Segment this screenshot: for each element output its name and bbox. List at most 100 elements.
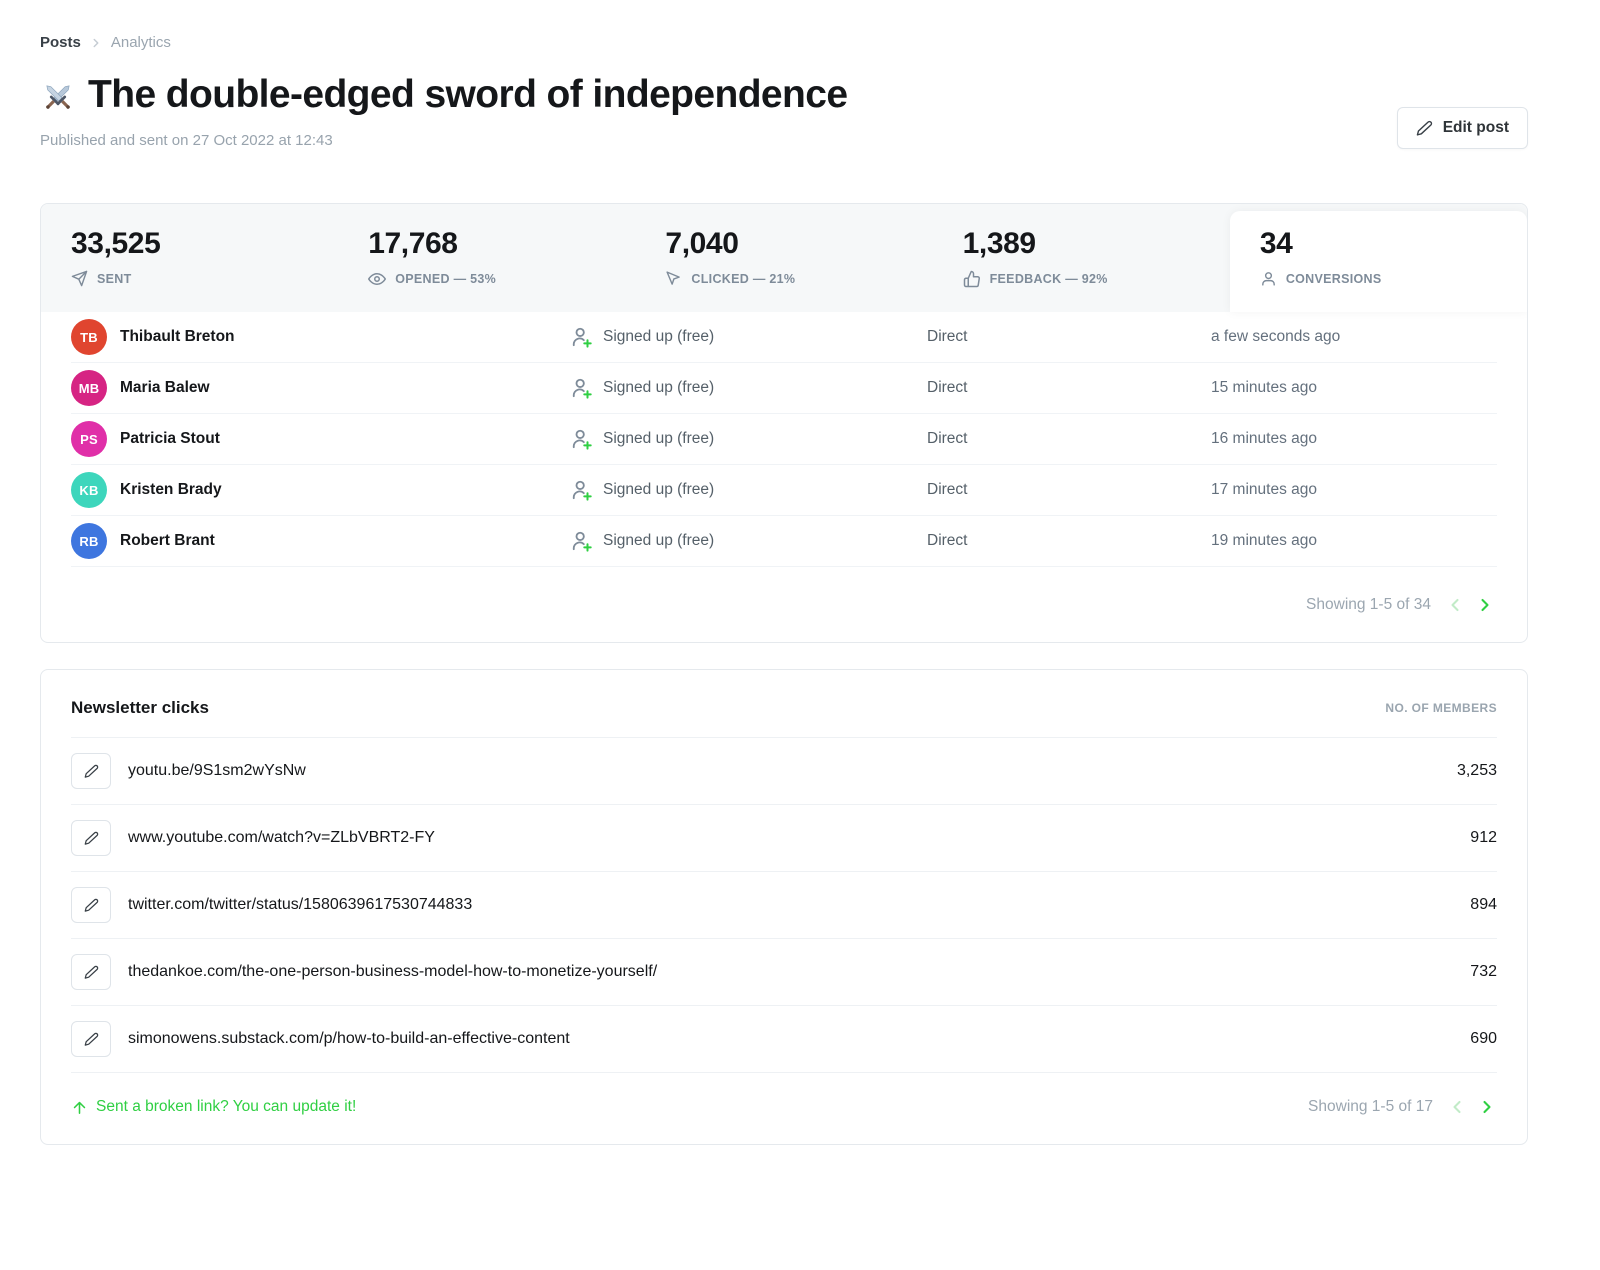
tab-feedback[interactable]: 1,389 FEEDBACK — 92%: [933, 204, 1230, 312]
newsletter-clicks-card: Newsletter clicks NO. OF MEMBERS youtu.b…: [40, 669, 1528, 1145]
member-count: 732: [1470, 963, 1497, 980]
edit-link-button[interactable]: [71, 954, 111, 990]
opened-count: 17,768: [368, 227, 458, 260]
edit-link-button[interactable]: [71, 1021, 111, 1057]
edit-post-button[interactable]: Edit post: [1396, 107, 1528, 149]
event-label: Signed up (free): [603, 481, 715, 498]
member-name: Thibault Breton: [120, 328, 235, 345]
tab-clicked[interactable]: 7,040 CLICKED — 21%: [635, 204, 932, 312]
user-plus-icon: [571, 428, 593, 450]
member-count: 912: [1470, 829, 1497, 846]
conversions-count: 34: [1259, 227, 1293, 260]
pencil-icon: [84, 965, 99, 980]
member-name: Maria Balew: [120, 379, 210, 396]
showing-label: Showing 1-5 of 17: [1308, 1098, 1433, 1115]
edit-link-button[interactable]: [71, 887, 111, 923]
user-plus-icon: [571, 479, 593, 501]
list-item: youtu.be/9S1sm2wYsNw 3,253: [71, 738, 1497, 805]
arrow-up-icon: [71, 1099, 88, 1116]
link-url[interactable]: thedankoe.com/the-one-person-business-mo…: [128, 963, 658, 980]
post-meta: Published and sent on 27 Oct 2022 at 12:…: [40, 132, 333, 149]
cursor-icon: [665, 270, 682, 287]
event-label: Signed up (free): [603, 430, 715, 447]
member-count: 894: [1470, 896, 1497, 913]
time-label: 19 minutes ago: [1211, 532, 1317, 549]
table-row[interactable]: RB Robert Brant Signed up (free) Direct …: [71, 516, 1497, 567]
event-label: Signed up (free): [603, 532, 715, 549]
list-item: twitter.com/twitter/status/1580639617530…: [71, 872, 1497, 939]
breadcrumb: Posts Analytics: [40, 34, 1528, 51]
chevron-right-icon[interactable]: [1477, 1097, 1497, 1117]
clicked-count: 7,040: [665, 227, 739, 260]
sent-label: SENT: [97, 271, 132, 286]
member-name: Patricia Stout: [120, 430, 220, 447]
pencil-icon: [84, 898, 99, 913]
user-plus-icon: [571, 377, 593, 399]
clicks-pagination: Showing 1-5 of 17: [1308, 1097, 1497, 1117]
sent-count: 33,525: [71, 227, 161, 260]
clicked-label: CLICKED — 21%: [691, 271, 796, 286]
conversions-label: CONVERSIONS: [1285, 271, 1382, 286]
tab-sent[interactable]: 33,525 SENT: [41, 204, 338, 312]
breadcrumb-posts[interactable]: Posts: [40, 34, 81, 51]
source-label: Direct: [927, 328, 968, 345]
page-title-text: The double-edged sword of independence: [88, 73, 848, 116]
time-label: 17 minutes ago: [1211, 481, 1317, 498]
time-label: 15 minutes ago: [1211, 379, 1317, 396]
conversions-pagination: Showing 1-5 of 34: [71, 567, 1497, 642]
chevron-right-icon[interactable]: [1475, 595, 1495, 615]
tab-opened[interactable]: 17,768 OPENED — 53%: [338, 204, 635, 312]
time-label: a few seconds ago: [1211, 328, 1341, 345]
table-row[interactable]: PS Patricia Stout Signed up (free) Direc…: [71, 414, 1497, 465]
avatar: KB: [71, 472, 107, 508]
time-label: 16 minutes ago: [1211, 430, 1317, 447]
link-url[interactable]: twitter.com/twitter/status/1580639617530…: [128, 896, 473, 913]
pencil-icon: [84, 764, 99, 779]
edit-link-button[interactable]: [71, 820, 111, 856]
feedback-label: FEEDBACK — 92%: [989, 272, 1108, 286]
chevron-right-icon: [89, 36, 103, 50]
event-label: Signed up (free): [603, 328, 715, 345]
edit-link-button[interactable]: [71, 753, 111, 789]
pencil-icon: [84, 1032, 99, 1047]
eye-icon: [368, 270, 386, 288]
tab-conversions[interactable]: 34 CONVERSIONS: [1229, 211, 1527, 312]
avatar: PS: [71, 421, 107, 457]
link-url[interactable]: youtu.be/9S1sm2wYsNw: [128, 762, 306, 779]
pencil-icon: [1416, 120, 1433, 137]
table-row[interactable]: MB Maria Balew Signed up (free) Direct 1…: [71, 363, 1497, 414]
opened-label: OPENED — 53%: [395, 272, 497, 286]
avatar: TB: [71, 319, 107, 355]
breadcrumb-analytics[interactable]: Analytics: [110, 34, 171, 51]
link-url[interactable]: simonowens.substack.com/p/how-to-build-a…: [128, 1030, 570, 1047]
pencil-icon: [84, 831, 99, 846]
newsletter-clicks-title: Newsletter clicks: [71, 698, 209, 717]
member-count: 3,253: [1456, 762, 1497, 779]
page-title: The double-edged sword of independence: [40, 73, 848, 117]
table-row[interactable]: KB Kristen Brady Signed up (free) Direct…: [71, 465, 1497, 516]
member-name: Kristen Brady: [120, 481, 222, 498]
chevron-left-icon[interactable]: [1445, 595, 1465, 615]
crossed-swords-emoji: [40, 79, 76, 115]
user-plus-icon: [571, 530, 593, 552]
avatar: RB: [71, 523, 107, 559]
members-column-header: NO. OF MEMBERS: [1385, 701, 1497, 715]
person-icon: [1260, 270, 1277, 287]
send-icon: [71, 270, 88, 287]
stats-tab-bar: 33,525 SENT 17,768 OPENED — 53% 7,040 CL…: [41, 204, 1527, 312]
list-item: www.youtube.com/watch?v=ZLbVBRT2-FY 912: [71, 805, 1497, 872]
title-row: The double-edged sword of independence P…: [40, 51, 1528, 149]
conversions-table: TB Thibault Breton Signed up (free) Dire…: [41, 312, 1527, 642]
broken-link-update[interactable]: Sent a broken link? You can update it!: [71, 1098, 356, 1116]
link-url[interactable]: www.youtube.com/watch?v=ZLbVBRT2-FY: [128, 829, 435, 846]
table-row[interactable]: TB Thibault Breton Signed up (free) Dire…: [71, 312, 1497, 363]
chevron-left-icon[interactable]: [1447, 1097, 1467, 1117]
list-item: simonowens.substack.com/p/how-to-build-a…: [71, 1006, 1497, 1073]
source-label: Direct: [927, 532, 968, 549]
source-label: Direct: [927, 430, 968, 447]
event-label: Signed up (free): [603, 379, 715, 396]
source-label: Direct: [927, 379, 968, 396]
avatar: MB: [71, 370, 107, 406]
showing-label: Showing 1-5 of 34: [1306, 595, 1431, 613]
